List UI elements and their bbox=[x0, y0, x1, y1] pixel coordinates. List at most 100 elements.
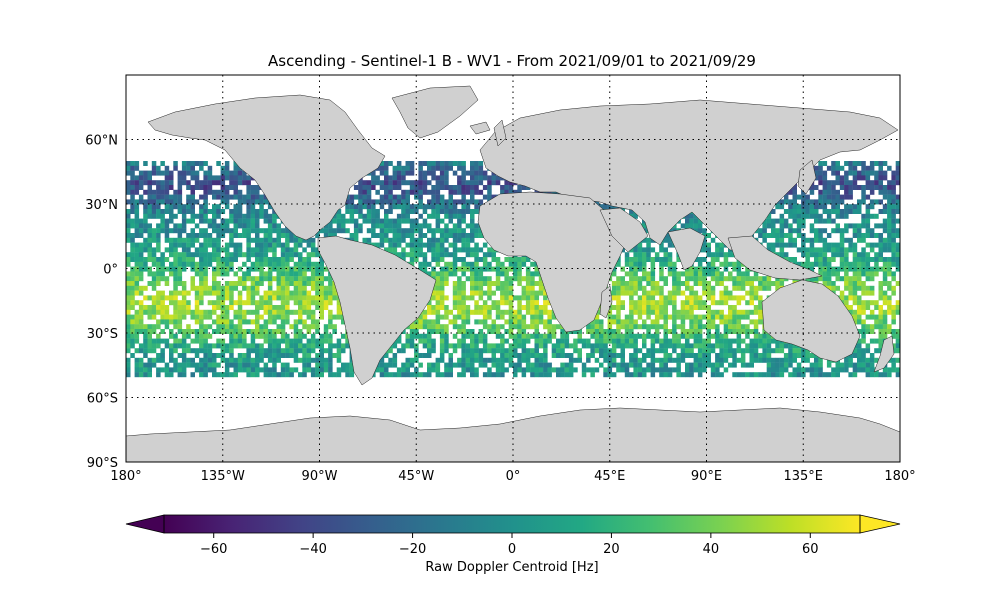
data-cell bbox=[439, 175, 445, 181]
data-cell bbox=[255, 329, 260, 334]
data-cell bbox=[181, 247, 187, 253]
data-cell bbox=[384, 165, 389, 171]
data-cell bbox=[169, 261, 174, 267]
data-cell bbox=[650, 353, 656, 358]
data-cell bbox=[302, 343, 307, 349]
data-cell bbox=[207, 290, 213, 296]
data-cell bbox=[457, 233, 462, 238]
data-cell bbox=[138, 300, 144, 306]
data-cell bbox=[500, 266, 505, 272]
data-cell bbox=[439, 257, 445, 262]
data-cell bbox=[745, 281, 750, 286]
data-cell bbox=[130, 305, 135, 310]
data-cell bbox=[521, 185, 527, 190]
data-cell bbox=[663, 252, 668, 258]
data-cell bbox=[263, 271, 269, 277]
data-cell bbox=[642, 343, 647, 349]
data-cell bbox=[169, 357, 174, 363]
data-cell bbox=[517, 189, 522, 195]
data-cell bbox=[685, 338, 690, 344]
data-cell bbox=[349, 209, 355, 214]
data-cell bbox=[689, 285, 694, 291]
data-cell bbox=[130, 237, 135, 243]
data-cell bbox=[465, 247, 471, 253]
data-cell bbox=[715, 271, 720, 277]
data-cell bbox=[474, 189, 479, 195]
data-cell bbox=[753, 309, 759, 315]
data-cell bbox=[500, 295, 505, 301]
data-cell bbox=[685, 362, 690, 368]
data-cell bbox=[736, 357, 742, 363]
data-cell bbox=[702, 348, 707, 354]
data-cell bbox=[418, 333, 423, 339]
data-cell bbox=[203, 242, 208, 248]
data-cell bbox=[388, 189, 393, 195]
data-cell bbox=[633, 372, 638, 378]
data-cell bbox=[470, 213, 475, 219]
data-cell bbox=[732, 372, 737, 378]
data-cell bbox=[289, 309, 294, 315]
data-cell bbox=[203, 324, 208, 330]
data-cell bbox=[422, 185, 428, 190]
data-cell bbox=[233, 257, 238, 262]
data-cell bbox=[577, 353, 582, 358]
data-cell bbox=[697, 305, 703, 310]
data-cell bbox=[616, 343, 621, 349]
data-cell bbox=[620, 333, 625, 339]
data-cell bbox=[315, 319, 320, 325]
data-cell bbox=[414, 223, 419, 229]
data-cell bbox=[272, 223, 277, 229]
data-cell bbox=[126, 281, 131, 286]
data-cell bbox=[702, 271, 707, 277]
data-cell bbox=[173, 333, 178, 339]
data-cell bbox=[495, 175, 501, 181]
world-map bbox=[126, 75, 900, 462]
data-cell bbox=[534, 324, 539, 330]
data-cell bbox=[143, 372, 148, 378]
data-cell bbox=[435, 281, 441, 286]
data-cell bbox=[134, 362, 140, 368]
data-cell bbox=[328, 338, 333, 344]
data-cell bbox=[203, 343, 208, 349]
data-cell bbox=[517, 338, 522, 344]
data-cell bbox=[379, 199, 385, 205]
data-cell bbox=[418, 266, 423, 272]
data-cell bbox=[259, 281, 264, 286]
data-cell bbox=[525, 295, 531, 301]
data-cell bbox=[435, 204, 441, 210]
data-cell bbox=[233, 223, 238, 229]
data-cell bbox=[409, 170, 415, 176]
data-cell bbox=[633, 357, 638, 363]
data-cell bbox=[474, 180, 479, 186]
data-cell bbox=[263, 233, 269, 238]
data-cell bbox=[753, 329, 759, 334]
data-cell bbox=[680, 324, 686, 330]
data-cell bbox=[624, 314, 630, 320]
data-cell bbox=[659, 266, 664, 272]
data-cell bbox=[517, 319, 522, 325]
data-cell bbox=[697, 333, 703, 339]
data-cell bbox=[663, 362, 668, 368]
data-cell bbox=[392, 223, 398, 229]
data-cell bbox=[190, 194, 195, 200]
data-cell bbox=[478, 170, 484, 176]
data-cell bbox=[293, 329, 299, 334]
data-cell bbox=[388, 175, 393, 181]
data-cell bbox=[706, 309, 711, 315]
data-cell bbox=[233, 218, 238, 224]
data-cell bbox=[599, 348, 604, 354]
data-cell bbox=[285, 305, 290, 310]
data-cell bbox=[181, 295, 187, 301]
data-cell bbox=[543, 189, 548, 195]
data-cell bbox=[181, 204, 187, 210]
data-cell bbox=[581, 372, 587, 378]
data-cell bbox=[534, 357, 539, 363]
data-cell bbox=[530, 271, 535, 277]
data-cell bbox=[422, 204, 428, 210]
data-cell bbox=[753, 290, 759, 296]
data-cell bbox=[435, 257, 441, 262]
data-cell bbox=[229, 353, 234, 358]
data-cell bbox=[401, 165, 406, 171]
data-cell bbox=[203, 170, 208, 176]
data-cell bbox=[151, 309, 157, 315]
